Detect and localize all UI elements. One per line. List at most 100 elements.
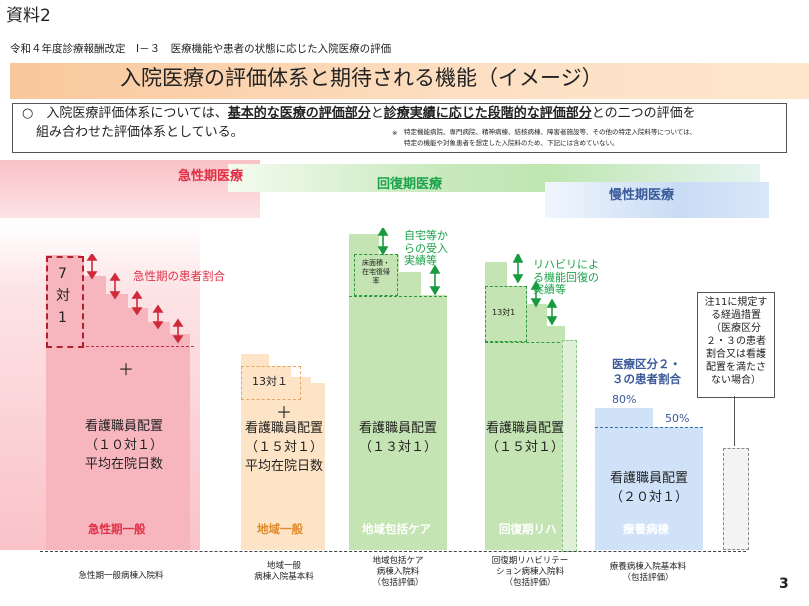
subtitle: 令和４年度診療報酬改定 Ⅰ－３ 医療機能や患者の状態に応じた入院医療の評価 — [10, 43, 392, 55]
acute-name: 急性期一般 — [88, 522, 146, 536]
community-note-l1: 自宅等か — [404, 229, 448, 242]
longterm-staff-ratio: （２０対１） — [609, 489, 688, 505]
community-base — [349, 295, 447, 550]
rehab-step-3 — [527, 304, 547, 342]
transitional-bar — [723, 448, 749, 550]
rehab-foot-l2: ション病棟入院料 — [495, 567, 564, 578]
intro-box — [12, 103, 787, 153]
title-band — [10, 63, 809, 99]
longterm-pct50: 50% — [665, 412, 690, 425]
acute-staff-label: 看護職員配置 — [84, 419, 163, 434]
transitional-l4: ２・３の患者 — [706, 336, 766, 347]
page-title: 入院医療の評価体系と期待される機能（イメージ） — [120, 66, 603, 90]
regional-box-text: 13対１ — [252, 375, 288, 388]
acute-band-label: 急性期医療 — [178, 169, 244, 184]
acute-arrows — [86, 254, 184, 344]
longterm-dash-line — [595, 427, 703, 428]
acute-patient-ratio: 急性期の患者割合 — [133, 269, 225, 283]
rehab-note-l2: る機能回復の — [533, 270, 599, 284]
rehab-name: 回復期リハ — [499, 522, 557, 536]
intro-emph-basic: 基本的な医療の評価部分 — [227, 106, 371, 121]
longterm-staffing: 看護職員配置 （２０対１） — [594, 470, 704, 508]
community-staff-ratio: （１３対１） — [358, 439, 437, 455]
page-number: 3 — [779, 576, 789, 592]
intro-line-2: 組み合わせた評価体系としている。 — [36, 125, 244, 140]
acute-box-7: 7 — [58, 266, 67, 282]
regional-name: 地域一般 — [257, 522, 303, 536]
community-note-l3: 実績等 — [404, 254, 437, 268]
community-box-text: 床面積・ 在宅復帰 率 — [355, 259, 397, 286]
community-note: 自宅等か らの受入 実績等 — [404, 229, 448, 268]
community-note-l2: らの受入 — [404, 241, 448, 255]
longterm-step-1 — [595, 408, 653, 428]
acute-step-4 — [128, 308, 148, 346]
regional-step-3 — [291, 377, 311, 384]
community-box-l3: 率 — [372, 277, 380, 286]
rehab-foot: 回復期リハビリテー ション病棟入院料 （包括評価） — [475, 556, 585, 589]
rehab-staffing: 看護職員配置 （１５対１） — [470, 420, 580, 458]
transitional-pointer — [734, 396, 735, 446]
chronic-band-label: 慢性期医療 — [609, 188, 675, 203]
community-box-l1: 床面積・ — [362, 259, 390, 267]
transitional-l5: 割合又は看護 — [706, 349, 766, 360]
regional-foot: 地域一般 病棟入院基本料 — [236, 561, 332, 583]
regional-foot-l1: 地域一般 — [266, 561, 301, 571]
longterm-class-l2: ３の患者割合 — [612, 371, 681, 386]
regional-step-2 — [269, 366, 291, 384]
regional-plus: ＋ — [276, 403, 293, 422]
regional-base — [241, 383, 325, 550]
rehab-foot-l1: 回復期リハビリテー — [491, 556, 569, 566]
regional-13to1-box — [241, 366, 301, 400]
acute-staff-ratio: （１０対１） — [84, 437, 163, 453]
transitional-l3: （医療区分 — [711, 323, 761, 334]
acute-step-2 — [81, 276, 106, 346]
acute-dash-line — [46, 346, 194, 347]
acute-box-1: 1 — [58, 310, 67, 326]
rehab-13to1-box — [485, 286, 527, 342]
regional-avg-stay: 平均在院日数 — [244, 458, 323, 474]
transitional-note: 注11に規定す る経過措置 （医療区分 ２・３の患者 割合又は看護 配置を満たさ… — [700, 296, 772, 387]
acute-plus: ＋ — [118, 360, 135, 379]
intro-note-2: 特定の機能や対象患者を想定した入院料のため、下記には含めていない。 — [404, 139, 619, 147]
regional-staff-ratio: （１５対１） — [244, 439, 323, 455]
rehab-note-l1: リハビリによ — [533, 258, 599, 271]
longterm-foot-l2: （包括評価） — [622, 573, 674, 584]
intro-note-1: 特定機能病院、専門病院、精神病棟、結核病棟、障害者施設等、その他の特定入院料等に… — [404, 128, 697, 136]
transitional-l1: 注11に規定す — [704, 297, 768, 308]
intro-note-mark: ※ — [392, 129, 398, 137]
acute-avg-stay: 平均在院日数 — [84, 456, 163, 472]
community-foot-l2: 病棟入院料 — [376, 567, 420, 578]
transitional-note-box — [697, 292, 775, 398]
longterm-foot-l1: 療養病棟入院基本料 — [609, 562, 687, 572]
acute-foot: 急性期一般病棟入院料 — [78, 571, 164, 581]
acute-staffing: 看護職員配置 （１０対１） 平均在院日数 — [66, 418, 182, 475]
transitional-l2: る経過措置 — [711, 310, 761, 321]
rehab-staff-ratio: （１５対１） — [485, 439, 564, 455]
longterm-pct80: 80% — [612, 393, 637, 406]
acute-box-tai: 対 — [56, 288, 70, 304]
rehab-arrows — [512, 254, 558, 326]
chronic-band — [545, 182, 769, 218]
intro-text-e: との二つの評価を — [591, 106, 696, 121]
regional-staffing: 看護職員配置 （１５対１） 平均在院日数 — [229, 420, 339, 477]
community-name: 地域包括ケア — [362, 522, 431, 536]
community-foot: 地域包括ケア 病棟入院料 （包括評価） — [348, 556, 448, 589]
recovery-band-label: 回復期医療 — [377, 177, 443, 192]
intro-text-a: 入院医療評価体系については、 — [46, 106, 228, 121]
doc-label: 資料2 — [6, 6, 51, 26]
intro-bullet: ○ — [22, 106, 34, 121]
rehab-note: リハビリによ る機能回復の 実績等 — [533, 258, 599, 297]
longterm-class-ratio: 医療区分２・ ３の患者割合 — [612, 357, 681, 387]
acute-step-5 — [148, 322, 170, 346]
acute-band — [0, 160, 260, 218]
community-staffing: 看護職員配置 （１３対１） — [343, 420, 453, 458]
transitional-l6: 配置を満たさ — [706, 362, 766, 373]
acute-7to1-box — [46, 256, 84, 348]
transitional-l7: ない場合） — [711, 375, 761, 386]
longterm-base — [595, 427, 703, 550]
rehab-dash-line — [485, 342, 565, 343]
intro-emph-stepwise: 診療実績に応じた段階的な評価部分 — [383, 106, 592, 121]
community-foot-l3: （包括評価） — [372, 578, 424, 589]
rehab-note-l3: 実績等 — [533, 283, 566, 297]
longterm-foot: 療養病棟入院基本料 （包括評価） — [592, 562, 704, 584]
